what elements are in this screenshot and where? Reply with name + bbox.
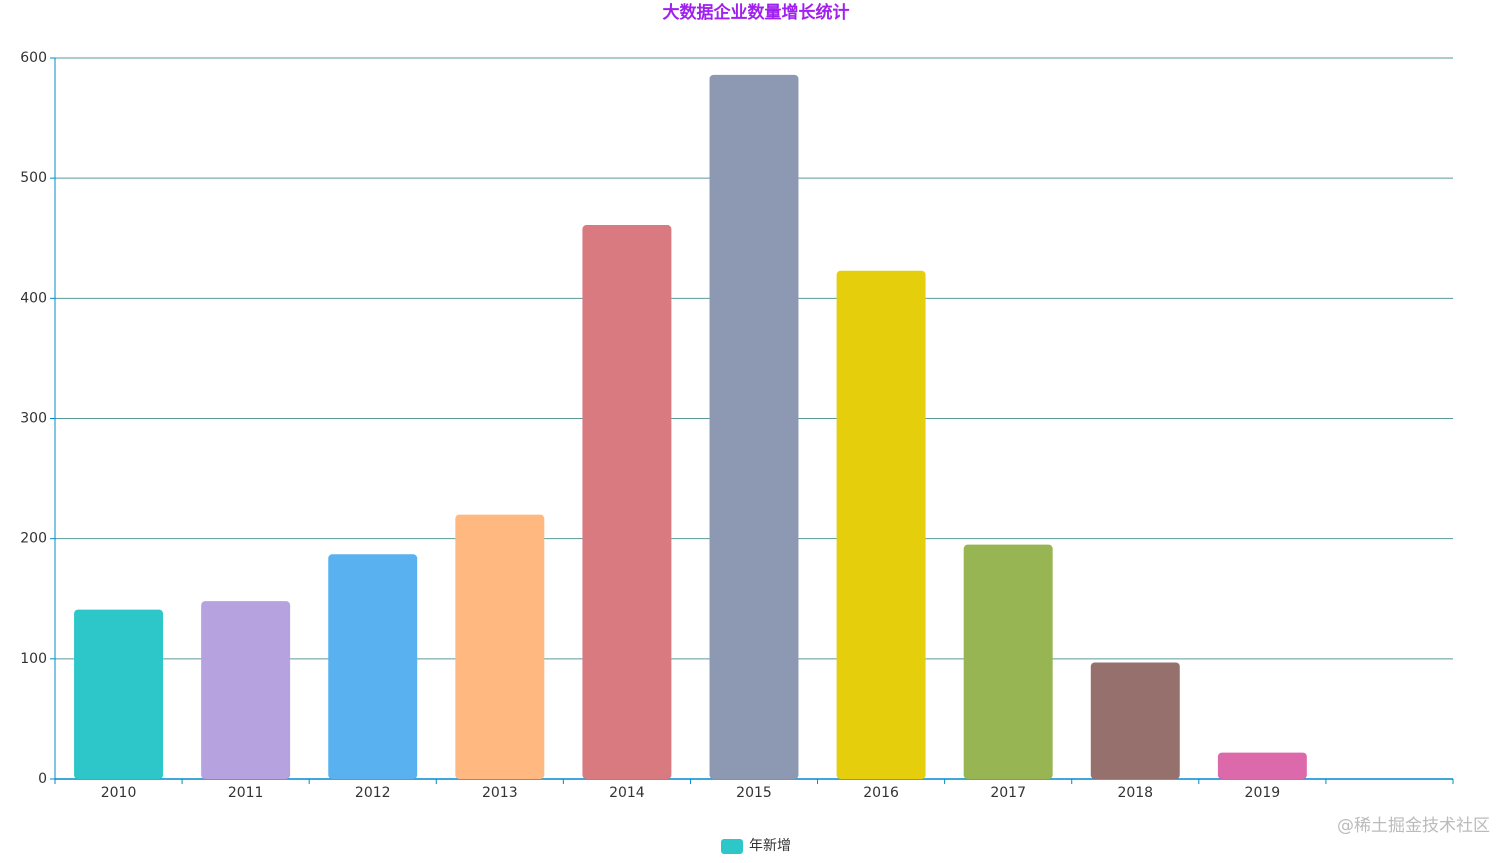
y-tick-label: 0	[38, 771, 47, 787]
y-tick-label: 100	[20, 651, 47, 667]
x-tick-label: 2019	[1245, 785, 1281, 801]
x-tick-label: 2013	[482, 785, 518, 801]
y-tick-label: 500	[20, 170, 47, 186]
y-tick-label: 600	[20, 50, 47, 66]
y-tick-label: 300	[20, 411, 47, 427]
legend-swatch	[721, 839, 743, 854]
x-tick-label: 2012	[355, 785, 391, 801]
bar	[201, 601, 291, 779]
chart-title: 大数据企业数量增长统计	[663, 2, 850, 23]
y-tick-label: 200	[20, 531, 47, 547]
bar	[836, 270, 926, 779]
x-tick-label: 2016	[863, 785, 899, 801]
bar	[963, 544, 1053, 779]
bar	[709, 74, 799, 779]
x-tick-label: 2010	[101, 785, 137, 801]
watermark: @稀土掘金技术社区	[1337, 816, 1490, 836]
bar	[74, 609, 164, 779]
bar	[455, 514, 545, 779]
legend-label: 年新增	[749, 838, 791, 854]
x-tick-label: 2018	[1117, 785, 1153, 801]
x-tick-label: 2011	[228, 785, 264, 801]
bar	[1090, 662, 1180, 779]
x-tick-label: 2015	[736, 785, 772, 801]
y-tick-label: 400	[20, 290, 47, 306]
bar	[328, 554, 418, 779]
x-tick-label: 2014	[609, 785, 645, 801]
x-tick-label: 2017	[990, 785, 1026, 801]
bar	[582, 225, 672, 779]
bar	[1217, 752, 1307, 779]
